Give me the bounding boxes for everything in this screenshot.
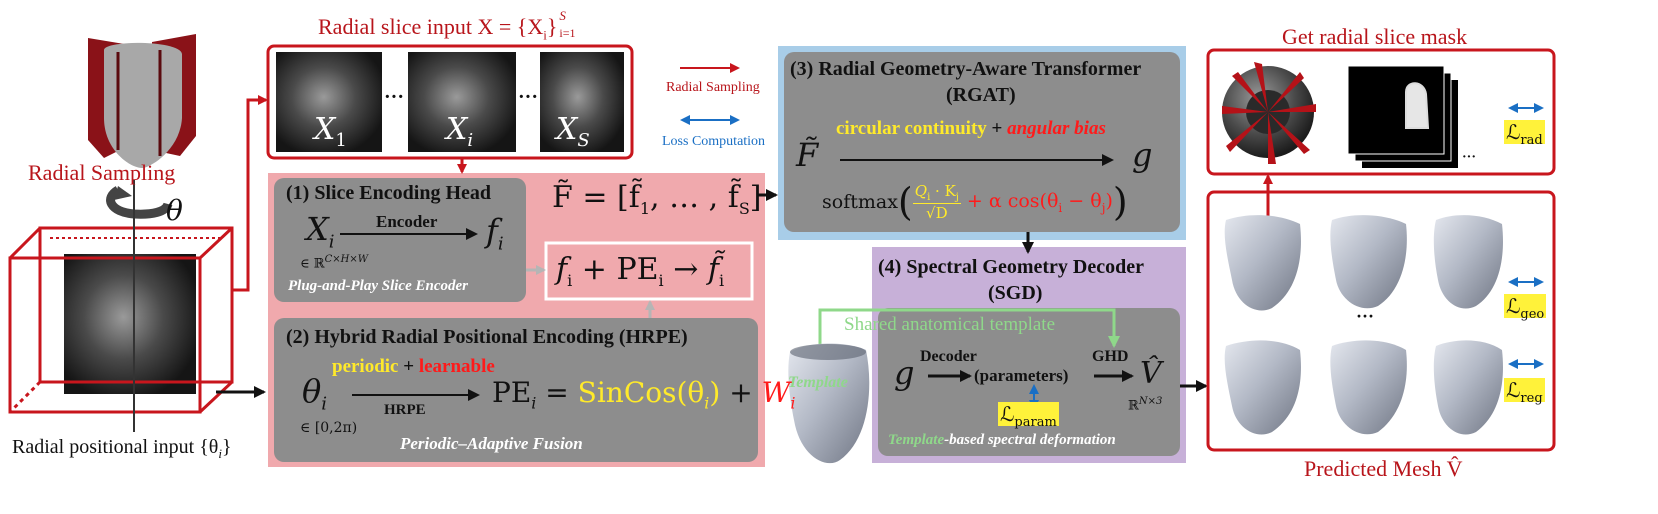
mesh-1 [1224, 215, 1301, 311]
legend-radial-sampling: Radial Sampling [666, 80, 760, 95]
slice-label-1: X1 [314, 112, 347, 151]
hrpe-subtitle: Periodic–Adaptive Fusion [400, 434, 583, 453]
radial-positional-input-label: Radial positional input {θi} [12, 436, 232, 461]
slice-image-i [408, 52, 516, 152]
slice-ellipsis-2: ··· [518, 86, 539, 108]
mesh-6 [1433, 340, 1503, 435]
slice-label-s: XS [556, 112, 590, 151]
rgat-softmax: softmax ( Qi · Kj √D + α cos(θi − θj) ) [822, 180, 1128, 224]
hrpe-box [274, 318, 758, 462]
theta-label: θ [166, 194, 183, 227]
template-heart [788, 343, 870, 464]
rotation-arrow-icon [106, 186, 173, 219]
hrpe-formula: PEi = SinCos(θi) + Wi [492, 376, 796, 413]
radial-sampling-arrow [232, 95, 268, 292]
mesh-2 [1330, 215, 1407, 309]
slice-ellipsis-1: ··· [384, 86, 405, 108]
seh-title: (1) Slice Encoding Head [286, 182, 492, 204]
seh-subtitle: Plug-and-Play Slice Encoder [288, 278, 468, 294]
hrpe-theta: θi [302, 372, 328, 415]
hrpe-title: (2) Hybrid Radial Positional Encoding (H… [286, 326, 688, 348]
volume-cube [8, 180, 234, 432]
sgd-title: (4) Spectral Geometry Decoder [878, 256, 1144, 278]
mask-ellipsis: ··· [1462, 150, 1477, 165]
legend-loss-computation: Loss Computation [662, 134, 766, 149]
sgd-abbr: (SGD) [988, 282, 1043, 304]
slice-image-s [540, 52, 624, 152]
loss-geo: ℒgeo [1504, 294, 1547, 322]
seh-x-domain: ∈ ℝC×H×W [300, 254, 368, 272]
shared-template-label: Shared anatomical template [844, 314, 1056, 335]
seh-x: Xi [306, 210, 335, 253]
loss-rad: ℒrad [1504, 120, 1545, 148]
rgat-title: (3) Radial Geometry-Aware Transformer [790, 58, 1142, 80]
hrpe-tagline: periodic + learnable [332, 356, 495, 377]
radial-slice-sphere [1222, 62, 1316, 164]
slice-label-i: Xi [446, 112, 474, 151]
sgd-ghd-label: GHD [1092, 348, 1129, 365]
mask-title: Get radial slice mask [1282, 24, 1468, 49]
hrpe-arrow-label: HRPE [384, 402, 426, 418]
sgd-domain: ℝN×3 [1128, 396, 1163, 414]
template-label: Template [788, 374, 848, 391]
mesh-4 [1224, 340, 1301, 435]
sgd-box [878, 308, 1180, 456]
seh-encoder-label: Encoder [376, 212, 438, 231]
seh-box [274, 178, 526, 302]
rgat-tagline: circular continuity + angular bias [836, 118, 1106, 139]
loss-reg: ℒreg [1504, 378, 1545, 406]
radial-sampling-label: Radial Sampling [28, 160, 176, 185]
sgd-g: g [894, 354, 915, 392]
sgd-subtitle: Template-based spectral deformation [888, 432, 1116, 448]
rgat-box [784, 52, 1180, 232]
mesh-title: Predicted Mesh V̂ [1304, 456, 1463, 481]
mesh-ellipsis: ··· [1356, 306, 1375, 326]
hrpe-theta-domain: ∈ [0,2π) [300, 420, 358, 436]
ftilde-set: F̃ = [f̃1, … , f̃S] [552, 180, 762, 218]
sgd-vhat: V̂ [1140, 356, 1162, 391]
rgat-ftilde: F̃ [796, 136, 819, 174]
radial-planes-icon [88, 34, 196, 168]
slice-image-1 [276, 52, 382, 152]
fusion-box [544, 241, 754, 301]
mesh-5 [1330, 340, 1407, 435]
rgat-g: g [1132, 136, 1153, 174]
mask-stack [1347, 65, 1458, 168]
sgd-decoder-label: Decoder [920, 348, 977, 365]
fusion-formula: fi + PEi → f̃i [556, 252, 725, 290]
seh-f: fi [486, 212, 504, 255]
template-heart-opening [790, 344, 866, 360]
sgd-param-loss: ℒparam [998, 402, 1059, 430]
rgat-abbr: (RGAT) [946, 84, 1016, 106]
shared-template-arrow [818, 308, 1120, 348]
mesh-3 [1433, 215, 1503, 309]
sgd-parameters: (parameters) [974, 366, 1069, 385]
